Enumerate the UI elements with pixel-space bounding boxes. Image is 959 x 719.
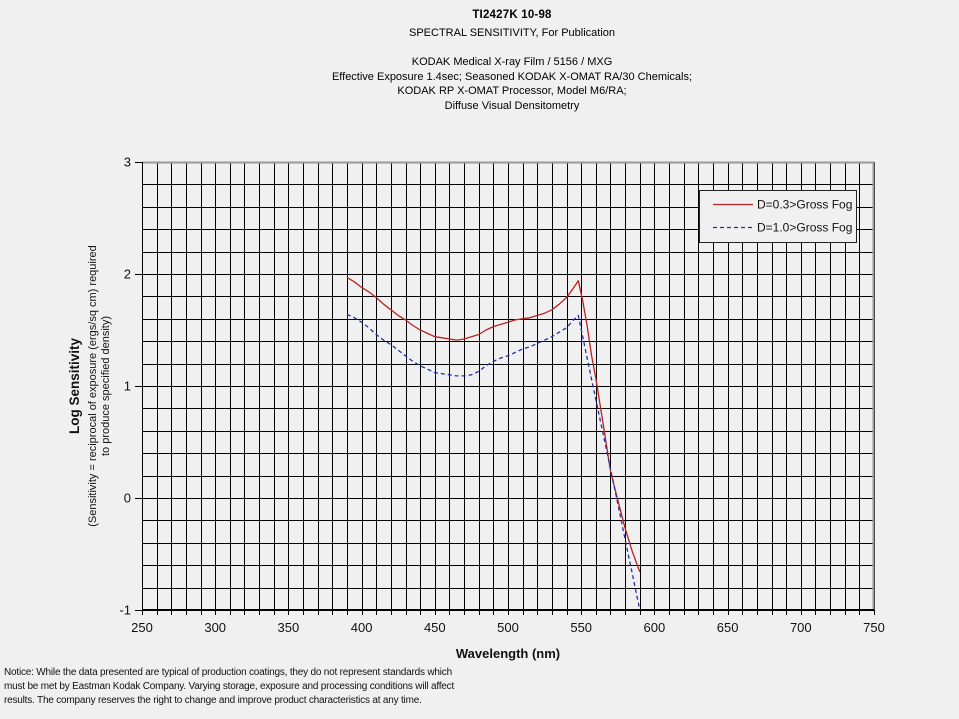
x-axis-title: Wavelength (nm) xyxy=(456,646,560,661)
film-line-2: Effective Exposure 1.4sec; Seasoned KODA… xyxy=(331,70,693,83)
notice-line-1: Notice: While the data presented are typ… xyxy=(4,667,452,678)
x-tick-label: 550 xyxy=(570,620,592,635)
document-header: TI2427K 10-98 SPECTRAL SENSITIVITY, For … xyxy=(65,8,959,114)
x-tick-label: 650 xyxy=(717,620,739,635)
doc-subtitle: SPECTRAL SENSITIVITY, For Publication xyxy=(408,27,616,39)
x-tick-label: 250 xyxy=(131,620,153,635)
film-line-1: KODAK Medical X-ray Film / 5156 / MXG xyxy=(411,56,613,68)
y-tick-label: 2 xyxy=(124,267,131,282)
x-tick-label: 400 xyxy=(351,620,373,635)
legend-box xyxy=(699,190,857,243)
y-axis-subtitle-line-1: (Sensitivity = reciprocal of exposure (e… xyxy=(87,245,99,527)
y-axis-title: Log Sensitivity xyxy=(67,338,82,435)
legend-label: D=1.0>Gross Fog xyxy=(757,221,852,235)
x-tick-label: 350 xyxy=(278,620,300,635)
x-tick-label: 600 xyxy=(644,620,666,635)
x-tick-label: 300 xyxy=(204,620,226,635)
x-tick-label: 700 xyxy=(790,620,812,635)
x-tick-label: 500 xyxy=(497,620,519,635)
x-tick-label: 750 xyxy=(863,620,885,635)
film-line-4: Diffuse Visual Densitometry xyxy=(444,100,580,113)
y-tick-label: 0 xyxy=(124,491,131,506)
notice-line-3: results. The company reserves the right … xyxy=(4,695,422,706)
series-line-blue-dashed xyxy=(346,313,641,611)
y-tick-label: 1 xyxy=(124,379,131,394)
y-tick-label: -1 xyxy=(119,603,131,618)
legal-notice: Notice: While the data presented are typ… xyxy=(4,666,454,708)
notice-line-2: must be met by Eastman Kodak Company. Va… xyxy=(4,681,455,692)
series-line-red-solid xyxy=(346,276,641,573)
x-tick-label: 450 xyxy=(424,620,446,635)
y-axis-subtitle-line-2: to produce specified density) xyxy=(100,316,112,456)
y-tick-label: 3 xyxy=(124,155,131,170)
legend-label: D=0.3>Gross Fog xyxy=(757,198,852,212)
film-line-3: KODAK RP X-OMAT Processor, Model M6/RA; xyxy=(397,85,627,98)
doc-id: TI2427K 10-98 xyxy=(472,9,552,21)
film-description: KODAK Medical X-ray Film / 5156 / MXG Ef… xyxy=(65,55,959,114)
